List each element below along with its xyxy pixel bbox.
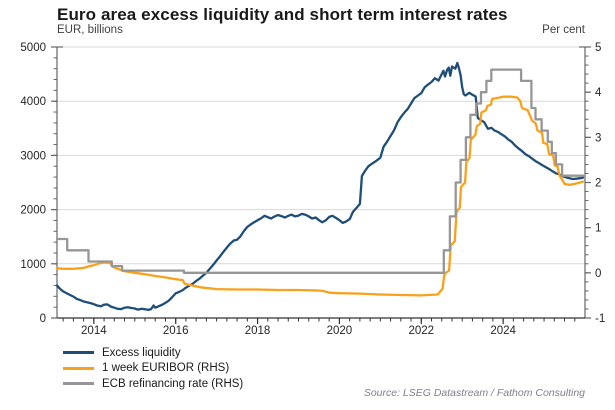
series-lines [55,61,585,312]
series-line-ecb-refinancing-rate-rhs [55,68,585,274]
svg-text:2: 2 [595,178,601,190]
legend-item-excess-liquidity: Excess liquidity [63,345,243,361]
euribor-line-swatch [63,366,94,370]
legend-item-ecb-refi-rate: ECB refinancing rate (RHS) [63,376,243,392]
x-axis-ticks: 2014 2016 2018 2020 2022 2024 [62,318,576,337]
svg-text:1000: 1000 [20,259,46,271]
svg-text:2014: 2014 [81,325,107,337]
legend-label: ECB refinancing rate (RHS) [102,377,244,390]
svg-text:0: 0 [595,268,601,280]
left-axis-title: EUR, billions [57,24,123,36]
source-attribution: Source: LSEG Datastream / Fathom Consult… [363,387,585,399]
svg-text:4: 4 [595,87,602,99]
right-axis-ticks: -1 0 1 2 3 4 5 [585,42,605,325]
chart-title: Euro area excess liquidity and short ter… [57,5,508,24]
ecb-refi-rate-line-swatch [63,382,94,386]
left-axis-ticks: 0 1000 2000 3000 4000 5000 [20,42,57,325]
svg-text:5000: 5000 [20,42,46,54]
svg-text:2020: 2020 [327,325,353,337]
svg-text:1: 1 [595,223,601,235]
legend-label: Excess liquidity [102,346,181,359]
svg-text:2016: 2016 [163,325,189,337]
gridlines [57,46,585,265]
svg-text:-1: -1 [595,313,605,325]
svg-text:0: 0 [40,313,46,325]
svg-text:3: 3 [595,132,601,144]
svg-text:2024: 2024 [490,325,516,337]
svg-text:2018: 2018 [245,325,271,337]
legend-label: 1 week EURIBOR (RHS) [102,362,230,375]
svg-text:4000: 4000 [20,96,46,108]
svg-text:2022: 2022 [408,325,434,337]
right-axis-title: Per cent [542,24,585,36]
svg-text:3000: 3000 [20,150,46,162]
series-line-1-week-euribor-rhs [55,95,585,297]
svg-text:5: 5 [595,42,601,54]
axes [56,46,586,319]
svg-text:2000: 2000 [20,205,46,217]
legend-item-euribor: 1 week EURIBOR (RHS) [63,361,243,377]
excess-liquidity-line-swatch [63,351,94,355]
series-line-excess-liquidity [55,61,585,312]
legend: Excess liquidity 1 week EURIBOR (RHS) EC… [63,345,243,392]
